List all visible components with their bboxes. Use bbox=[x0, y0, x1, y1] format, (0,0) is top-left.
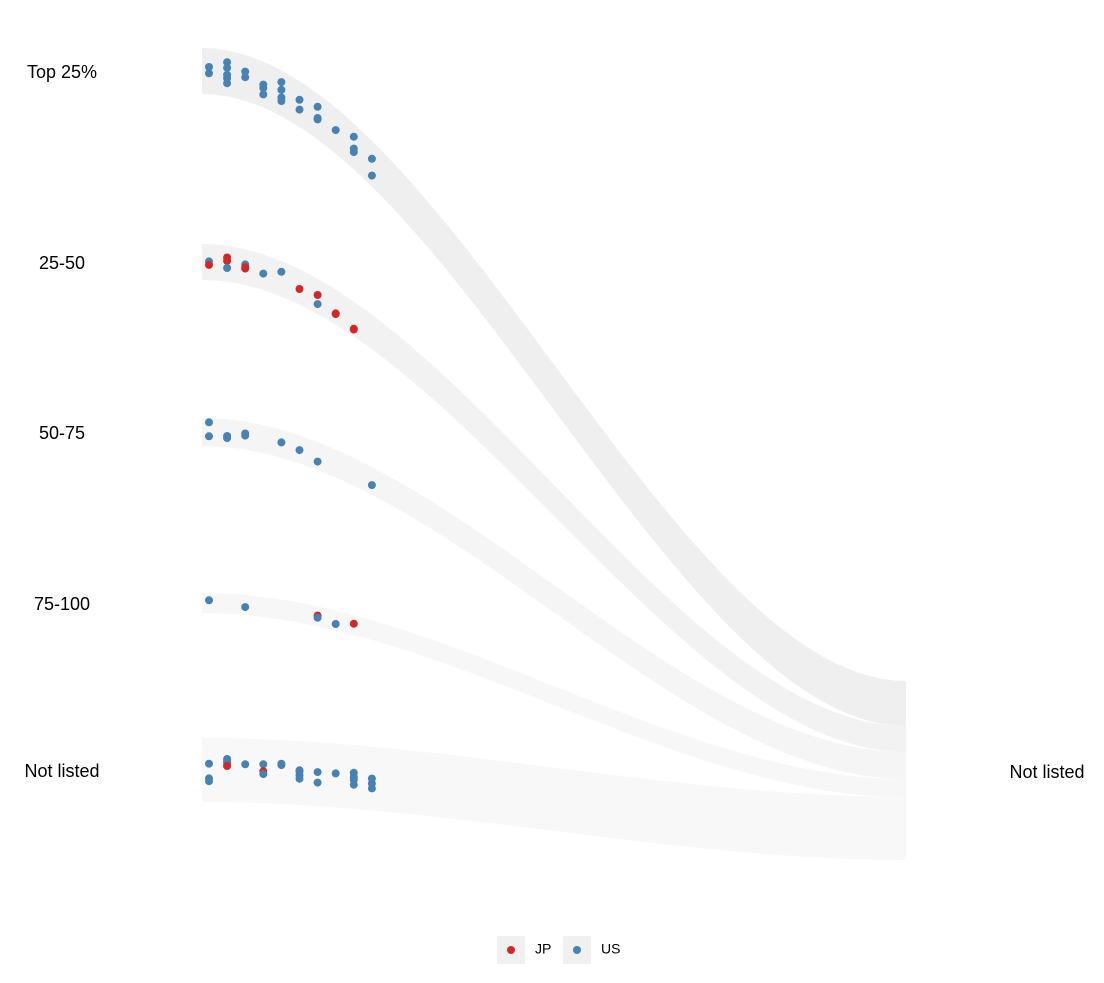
data-point-jp-25-50-41 bbox=[331, 310, 340, 319]
data-point-us-top-25pct-17 bbox=[295, 105, 304, 114]
data-point-us-50-75-45 bbox=[205, 432, 213, 441]
data-point-us-top-25pct-0 bbox=[205, 63, 213, 71]
legend: JP US bbox=[497, 936, 620, 964]
data-point-us-top-25pct-21 bbox=[331, 126, 340, 135]
data-point-us-50-75-47 bbox=[223, 434, 232, 443]
data-point-us-75-100-57 bbox=[313, 613, 322, 622]
data-point-us-top-25pct-18 bbox=[313, 102, 322, 111]
data-point-us-not-listed-79 bbox=[331, 769, 340, 778]
data-point-us-top-25pct-3 bbox=[223, 63, 232, 72]
data-point-jp-25-50-28 bbox=[205, 260, 213, 269]
data-point-us-50-75-49 bbox=[241, 431, 250, 440]
data-point-us-not-listed-70 bbox=[259, 770, 268, 779]
points-layer bbox=[205, 58, 376, 793]
flows-layer bbox=[202, 48, 906, 860]
legend-entry-jp: JP bbox=[497, 936, 551, 964]
data-point-us-50-75-44 bbox=[205, 418, 213, 427]
data-point-us-not-listed-77 bbox=[313, 768, 322, 777]
data-point-us-not-listed-68 bbox=[259, 760, 268, 769]
data-point-us-top-25pct-1 bbox=[205, 69, 213, 78]
data-point-us-top-25pct-2 bbox=[223, 58, 232, 67]
legend-swatch-jp bbox=[507, 946, 515, 954]
data-point-us-not-listed-62 bbox=[205, 777, 213, 786]
data-point-jp-not-listed-66 bbox=[223, 762, 232, 770]
data-point-jp-25-50-43 bbox=[349, 325, 358, 334]
data-point-us-not-listed-78 bbox=[313, 778, 322, 787]
data-point-us-top-25pct-11 bbox=[259, 90, 268, 99]
data-point-us-50-75-51 bbox=[295, 446, 304, 455]
data-point-us-top-25pct-7 bbox=[241, 67, 250, 76]
data-point-us-not-listed-72 bbox=[277, 761, 286, 770]
data-point-jp-25-50-38 bbox=[313, 291, 322, 299]
data-point-us-top-25pct-15 bbox=[277, 97, 286, 105]
data-point-us-25-50-36 bbox=[277, 267, 286, 276]
data-point-jp-25-50-30 bbox=[223, 257, 232, 265]
legend-label-jp: JP bbox=[535, 941, 551, 957]
data-point-us-75-100-55 bbox=[241, 603, 250, 612]
data-point-us-not-listed-60 bbox=[205, 759, 213, 768]
flow-50-75-to-not-listed bbox=[202, 418, 906, 779]
legend-label-us: US bbox=[601, 941, 620, 957]
data-point-us-not-listed-86 bbox=[367, 784, 376, 793]
data-point-us-25-50-31 bbox=[223, 264, 232, 272]
data-point-us-not-listed-67 bbox=[241, 760, 250, 769]
data-point-us-50-75-53 bbox=[367, 481, 376, 490]
data-point-us-top-25pct-13 bbox=[277, 85, 286, 94]
data-point-us-75-100-54 bbox=[205, 596, 213, 605]
flow-not-listed-to-not-listed bbox=[202, 738, 906, 860]
data-point-us-top-25pct-8 bbox=[241, 73, 250, 82]
data-point-us-75-100-58 bbox=[331, 620, 340, 628]
labels-layer: Top 25% 25-50 50-75 75-100 Not listed Not lis… bbox=[24, 62, 1084, 782]
left-axis-label-not-listed: Not listed bbox=[24, 761, 99, 781]
left-axis-label-75-100: 75-100 bbox=[34, 594, 90, 614]
data-point-us-top-25pct-6 bbox=[223, 79, 232, 88]
legend-swatch-us bbox=[573, 946, 581, 954]
data-point-us-top-25pct-20 bbox=[313, 115, 322, 124]
data-point-us-50-75-52 bbox=[313, 457, 322, 466]
data-point-us-25-50-35 bbox=[259, 269, 268, 278]
flow-75-100-to-not-listed bbox=[202, 593, 906, 797]
flow-25-50-to-not-listed bbox=[202, 244, 906, 752]
data-point-us-top-25pct-10 bbox=[259, 84, 268, 93]
legend-entry-us: US bbox=[563, 936, 620, 964]
data-point-jp-25-50-34 bbox=[241, 264, 250, 273]
data-point-jp-75-100-59 bbox=[349, 619, 358, 628]
data-point-us-25-50-39 bbox=[313, 300, 322, 309]
data-point-jp-25-50-37 bbox=[295, 285, 304, 293]
data-point-us-not-listed-83 bbox=[349, 780, 358, 789]
data-point-us-top-25pct-24 bbox=[349, 148, 358, 157]
flow-top-25pct-to-not-listed bbox=[202, 48, 906, 726]
data-point-us-not-listed-76 bbox=[295, 774, 304, 783]
left-axis-label-50-75: 50-75 bbox=[39, 423, 85, 443]
data-point-us-top-25pct-26 bbox=[367, 171, 376, 180]
left-axis-label-top-25pct: Top 25% bbox=[27, 62, 97, 82]
data-point-us-top-25pct-12 bbox=[277, 78, 286, 87]
data-point-us-top-25pct-22 bbox=[349, 132, 358, 141]
data-point-us-top-25pct-25 bbox=[367, 154, 376, 163]
data-point-us-50-75-50 bbox=[277, 438, 286, 447]
right-axis-label-not-listed: Not listed bbox=[1009, 762, 1084, 782]
data-point-us-top-25pct-16 bbox=[295, 95, 304, 104]
left-axis-label-25-50: 25-50 bbox=[39, 253, 85, 273]
